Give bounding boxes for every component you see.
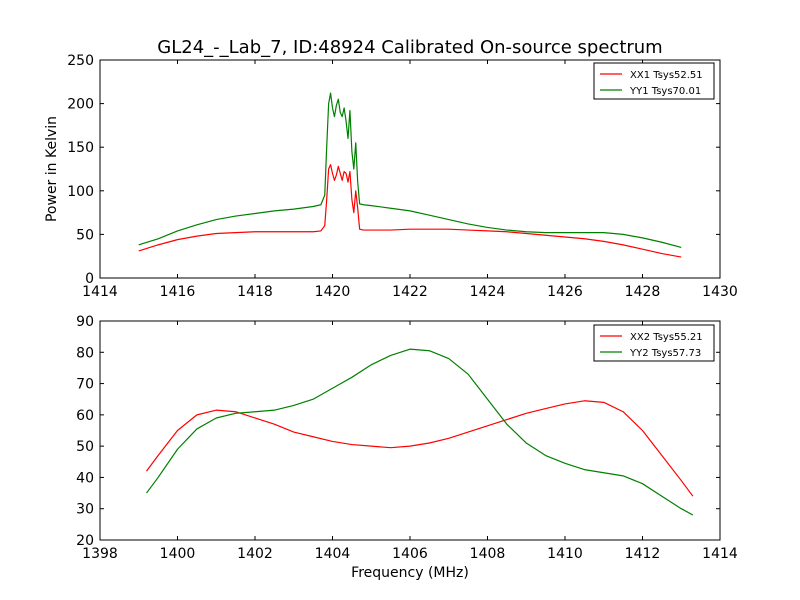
legend-label: XX2 Tsys55.21 — [630, 332, 703, 343]
figure-title: GL24_-_Lab_7, ID:48924 Calibrated On-sou… — [157, 37, 662, 58]
x-tick-label: 1422 — [392, 284, 428, 300]
x-tick-label: 1418 — [237, 284, 273, 300]
x-tick-label: 1430 — [702, 284, 738, 300]
y-tick-label: 250 — [67, 53, 94, 69]
x-tick-label: 1408 — [470, 546, 506, 562]
legend-label: YY2 Tsys57.73 — [629, 348, 701, 359]
x-tick-label: 1400 — [160, 546, 196, 562]
legend: XX1 Tsys52.51 YY1 Tsys70.01 — [593, 62, 715, 100]
x-tick-label: 1424 — [470, 284, 506, 300]
x-tick-label: 1426 — [547, 284, 583, 300]
x-tick-label: 1428 — [625, 284, 661, 300]
x-axis-label: Frequency (MHz) — [351, 565, 469, 581]
x-tick-label: 1416 — [160, 284, 196, 300]
y-tick-label: 0 — [85, 271, 94, 287]
series-line-xx1 — [138, 164, 682, 258]
y-tick-label: 90 — [76, 314, 94, 330]
y-axis-label: Power in Kelvin — [44, 116, 60, 222]
y-tick-label: 60 — [76, 408, 94, 424]
y-tick-label: 200 — [67, 97, 94, 113]
x-tick-label: 1420 — [315, 284, 351, 300]
y-tick-label: 150 — [67, 140, 94, 156]
bottom-chart: 1398 1400 1402 1404 1406 1408 1410 1412 1414 20 30… — [76, 314, 738, 581]
x-tick-label: 1410 — [547, 546, 583, 562]
x-tick-label: 1414 — [82, 284, 118, 300]
y-tick-label: 70 — [76, 377, 94, 393]
series-line-yy1 — [138, 92, 682, 249]
x-tick-label: 1414 — [702, 546, 738, 562]
x-tick-label: 1412 — [625, 546, 661, 562]
y-tick-label: 80 — [76, 345, 94, 361]
x-tick-label: 1406 — [392, 546, 428, 562]
legend: XX2 Tsys55.21 YY2 Tsys57.73 — [593, 324, 715, 362]
x-tick-label: 1398 — [82, 546, 118, 562]
x-tick-label: 1404 — [315, 546, 351, 562]
y-tick-label: 50 — [76, 227, 94, 243]
y-tick-label: 30 — [76, 502, 94, 518]
legend-label: XX1 Tsys52.51 — [630, 70, 703, 81]
x-tick-label: 1402 — [237, 546, 273, 562]
legend-label: YY1 Tsys70.01 — [629, 86, 701, 97]
y-tick-label: 20 — [76, 533, 94, 549]
series-line-xx2 — [146, 400, 694, 497]
y-tick-label: 50 — [76, 439, 94, 455]
y-tick-label: 40 — [76, 470, 94, 486]
y-tick-label: 100 — [67, 184, 94, 200]
top-chart: 1414 1416 1418 1420 1422 1424 1426 1428 1430 0 50 1… — [44, 53, 738, 300]
series-line-yy2 — [146, 348, 694, 516]
